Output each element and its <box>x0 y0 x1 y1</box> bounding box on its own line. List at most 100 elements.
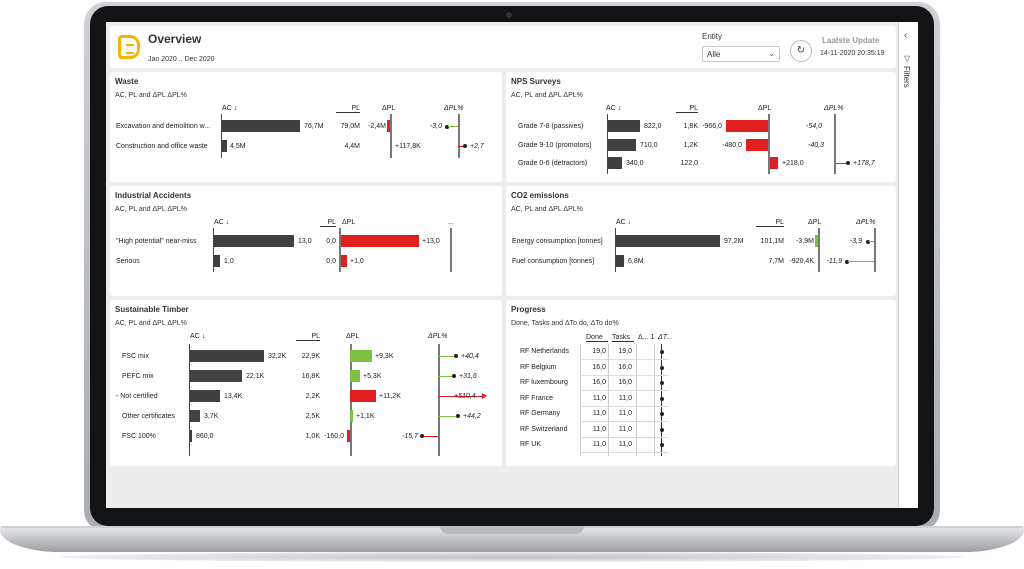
col-header-dpl[interactable]: ΔPL <box>346 333 360 340</box>
col-header-dpl[interactable]: ΔPL <box>758 105 772 112</box>
dplp-pin[interactable] <box>456 414 460 418</box>
ac-bar[interactable] <box>608 157 622 169</box>
col-header-ac[interactable]: AC ↓ <box>222 105 238 112</box>
col-header-dpl[interactable]: ΔPL <box>808 219 822 226</box>
dplp-pin[interactable] <box>445 125 449 129</box>
dplp-value: -54,0 <box>806 123 822 130</box>
co2-card[interactable]: CO2 emissions AC, PL and ΔPL ΔPL% AC ↓ P… <box>506 186 896 296</box>
col-header-pl[interactable]: PL <box>676 105 698 113</box>
col-header-tasks[interactable]: Tasks <box>612 334 634 342</box>
done-value: 11,0 <box>592 425 606 433</box>
dpl-bar[interactable] <box>347 430 350 442</box>
col-header-ac[interactable]: AC ↓ <box>616 219 632 226</box>
dtodo-pin[interactable] <box>659 396 664 401</box>
dplp-pin[interactable] <box>463 144 467 148</box>
dpl-value: +5,3K <box>363 373 382 380</box>
col-header-pl[interactable]: PL <box>320 219 336 227</box>
done-value: 16,0 <box>592 379 606 386</box>
tasks-value: 11,0 <box>618 441 632 448</box>
col-header-dpl[interactable]: ΔPL <box>382 105 396 112</box>
dplp-axis <box>458 114 460 158</box>
grid-line <box>580 344 581 456</box>
dpl-axis <box>339 228 341 272</box>
dplp-pin[interactable] <box>452 374 456 378</box>
ac-bar[interactable] <box>190 350 264 362</box>
col-header-dpl[interactable]: ΔPL <box>342 219 356 226</box>
dpl-bar[interactable] <box>350 390 376 402</box>
filters-pane[interactable]: ‹ ▽ Filters <box>898 22 918 508</box>
dpl-bar[interactable] <box>350 350 372 362</box>
dpl-bar[interactable] <box>350 410 353 422</box>
col-header-done[interactable]: Done <box>586 334 608 342</box>
dpl-bar[interactable] <box>770 157 778 169</box>
dplp-pin[interactable] <box>866 240 870 244</box>
last-update-value: 14-11-2020 20:35:19 <box>820 50 885 57</box>
ac-bar[interactable] <box>190 390 220 402</box>
row-label: PEFC mix <box>122 373 154 380</box>
ac-axis <box>615 228 616 272</box>
row-label: RF luxembourg <box>520 379 568 386</box>
col-header-ac[interactable]: AC ↓ <box>190 333 206 340</box>
tasks-value: 11,0 <box>618 394 632 402</box>
col-header-dtodo[interactable]: Δ... 1 <box>638 334 655 341</box>
dpl-bar[interactable] <box>726 120 768 132</box>
col-header-dplp[interactable]: ... <box>448 219 454 226</box>
col-header-pl[interactable]: PL <box>756 219 784 227</box>
dtodo-pin[interactable] <box>659 365 664 370</box>
refresh-button[interactable]: ↻ <box>790 40 812 62</box>
col-header-ac[interactable]: AC ↓ <box>606 105 622 112</box>
col-header-pl[interactable]: PL <box>336 105 360 113</box>
ac-bar[interactable] <box>616 235 720 247</box>
nps-card[interactable]: NPS Surveys AC, PL and ΔPL ΔPL% AC ↓ PL … <box>506 72 896 182</box>
ac-bar[interactable] <box>222 120 300 132</box>
col-header-dplp[interactable]: ΔPL% <box>428 333 448 340</box>
col-header-ac[interactable]: AC ↓ <box>214 219 230 226</box>
grid-line <box>654 344 655 456</box>
pl-value: 4,4M <box>344 143 360 150</box>
dpl-bar[interactable] <box>815 235 818 247</box>
ac-axis <box>189 344 190 456</box>
col-header-pl[interactable]: PL <box>296 333 320 341</box>
accidents-card[interactable]: Industrial Accidents AC, PL and ΔPL ΔPL%… <box>110 186 502 296</box>
row-label: Serious <box>116 258 140 265</box>
dpl-bar[interactable] <box>746 139 768 151</box>
dtodo-pin[interactable] <box>659 350 664 354</box>
dplp-pin[interactable] <box>454 354 458 358</box>
ac-bar[interactable] <box>214 255 220 267</box>
col-header-dplp[interactable]: ΔPL% <box>856 219 876 226</box>
ac-bar[interactable] <box>190 430 192 442</box>
dtodo-pin[interactable] <box>659 427 664 432</box>
dpl-bar[interactable] <box>387 120 390 132</box>
chevron-left-icon[interactable]: ‹ <box>904 30 908 41</box>
dpl-bar[interactable] <box>350 370 360 382</box>
timber-card[interactable]: Sustainable Timber AC, PL and ΔPL ΔPL% A… <box>110 300 502 466</box>
ac-bar[interactable] <box>608 120 640 132</box>
dpl-bar[interactable] <box>341 255 347 267</box>
row-divider <box>580 390 668 391</box>
pl-value: 1,0K <box>305 433 320 440</box>
dplp-pin[interactable] <box>420 434 424 438</box>
ac-bar[interactable] <box>190 370 242 382</box>
col-header-dtodo-pct[interactable]: ΔT... <box>658 334 673 341</box>
ac-bar[interactable] <box>616 255 624 267</box>
pl-value: 0,0 <box>326 258 336 265</box>
col-header-dplp[interactable]: ΔPL% <box>444 105 464 112</box>
dtodo-pin[interactable] <box>659 381 664 385</box>
dtodo-pin[interactable] <box>659 443 664 447</box>
waste-card[interactable]: Waste AC, PL and ΔPL ΔPL% AC ↓ PL ΔPL ΔP… <box>110 72 502 182</box>
col-header-dplp[interactable]: ΔPL% <box>824 105 844 112</box>
dplp-line <box>848 261 874 262</box>
entity-dropdown[interactable]: Alle ⌄ <box>702 46 780 62</box>
dtodo-pin[interactable] <box>659 412 664 416</box>
dpl-bar[interactable] <box>341 235 419 247</box>
ac-bar[interactable] <box>190 410 200 422</box>
ac-bar[interactable] <box>214 235 294 247</box>
progress-card[interactable]: Progress Done, Tasks and ΔTo do, ΔTo do%… <box>506 300 896 466</box>
dplp-value: -40,3 <box>808 142 824 149</box>
ac-bar[interactable] <box>222 140 227 152</box>
grid-line <box>608 344 609 456</box>
dplp-pin[interactable] <box>846 161 850 165</box>
dplp-pin[interactable] <box>845 260 849 264</box>
ac-bar[interactable] <box>608 139 636 151</box>
dplp-axis <box>438 344 440 456</box>
